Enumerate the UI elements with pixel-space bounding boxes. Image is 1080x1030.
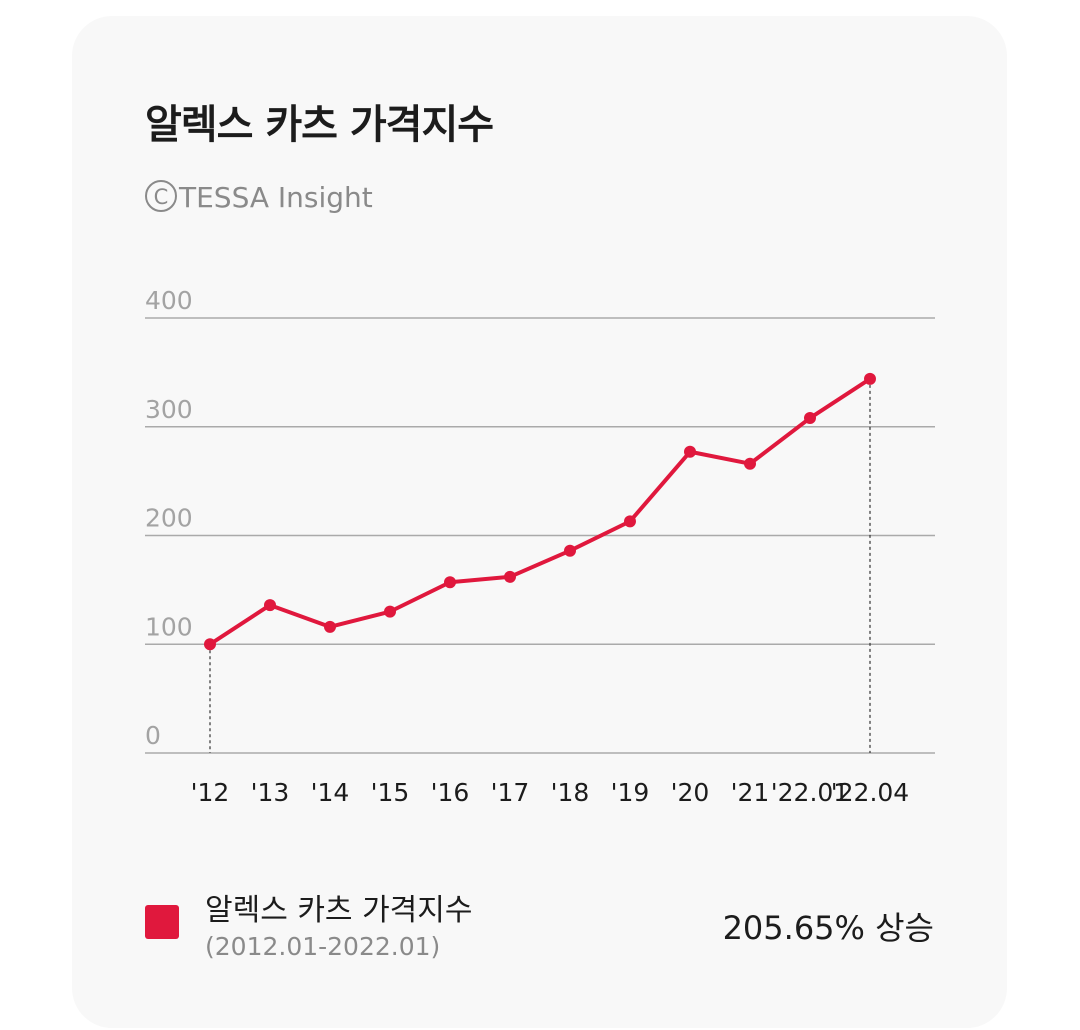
legend-swatch — [145, 905, 179, 939]
x-tick-label: '18 — [551, 778, 590, 807]
data-point — [804, 412, 816, 425]
copyright-icon: C — [145, 180, 177, 212]
x-tick-label: '15 — [371, 778, 410, 807]
x-tick-label: '16 — [431, 778, 470, 807]
credit-text: TESSA Insight — [179, 181, 373, 214]
data-point — [744, 457, 756, 470]
chart-title: 알렉스 카츠 가격지수 — [145, 102, 494, 148]
credit-line: C TESSA Insight — [145, 180, 373, 214]
x-tick-label: '22.01 — [771, 778, 849, 807]
legend-date-range: (2012.01-2022.01) — [205, 932, 441, 961]
y-tick-label: 100 — [145, 612, 193, 641]
data-point — [264, 599, 276, 612]
data-point — [384, 605, 396, 618]
legend-change-value: 205.65% 상승 — [722, 909, 934, 947]
data-point — [624, 515, 636, 528]
y-tick-label: 400 — [145, 286, 193, 315]
x-tick-label: '21 — [731, 778, 770, 807]
x-tick-label: '20 — [671, 778, 710, 807]
y-tick-label: 200 — [145, 504, 193, 533]
data-point — [324, 620, 336, 633]
data-point — [444, 576, 456, 589]
x-tick-label: '19 — [611, 778, 650, 807]
y-tick-label: 0 — [145, 721, 161, 750]
x-axis-ticks: '12 '13 '14 '15 '16 '17 '18 '19 '20 '21'22.01'22.… — [191, 778, 910, 807]
x-tick-label: '22.04 — [831, 778, 909, 807]
guide-lines — [209, 378, 871, 753]
data-point — [504, 570, 516, 583]
legend-label: 알렉스 카츠 가격지수 — [205, 893, 473, 928]
y-axis-ticks: 0 100 200 300 400 — [145, 286, 193, 750]
y-tick-label: 300 — [145, 395, 193, 424]
x-tick-label: '14 — [311, 778, 350, 807]
series-line — [208, 376, 872, 647]
x-tick-label: '17 — [491, 778, 530, 807]
x-tick-label: '13 — [251, 778, 290, 807]
data-point — [684, 445, 696, 458]
data-point — [864, 372, 876, 385]
chart-card — [72, 16, 1007, 1028]
grid-layer — [145, 317, 935, 754]
series-layer — [204, 372, 876, 651]
x-tick-label: '12 — [191, 778, 230, 807]
data-point — [564, 544, 576, 557]
data-point — [204, 638, 216, 651]
